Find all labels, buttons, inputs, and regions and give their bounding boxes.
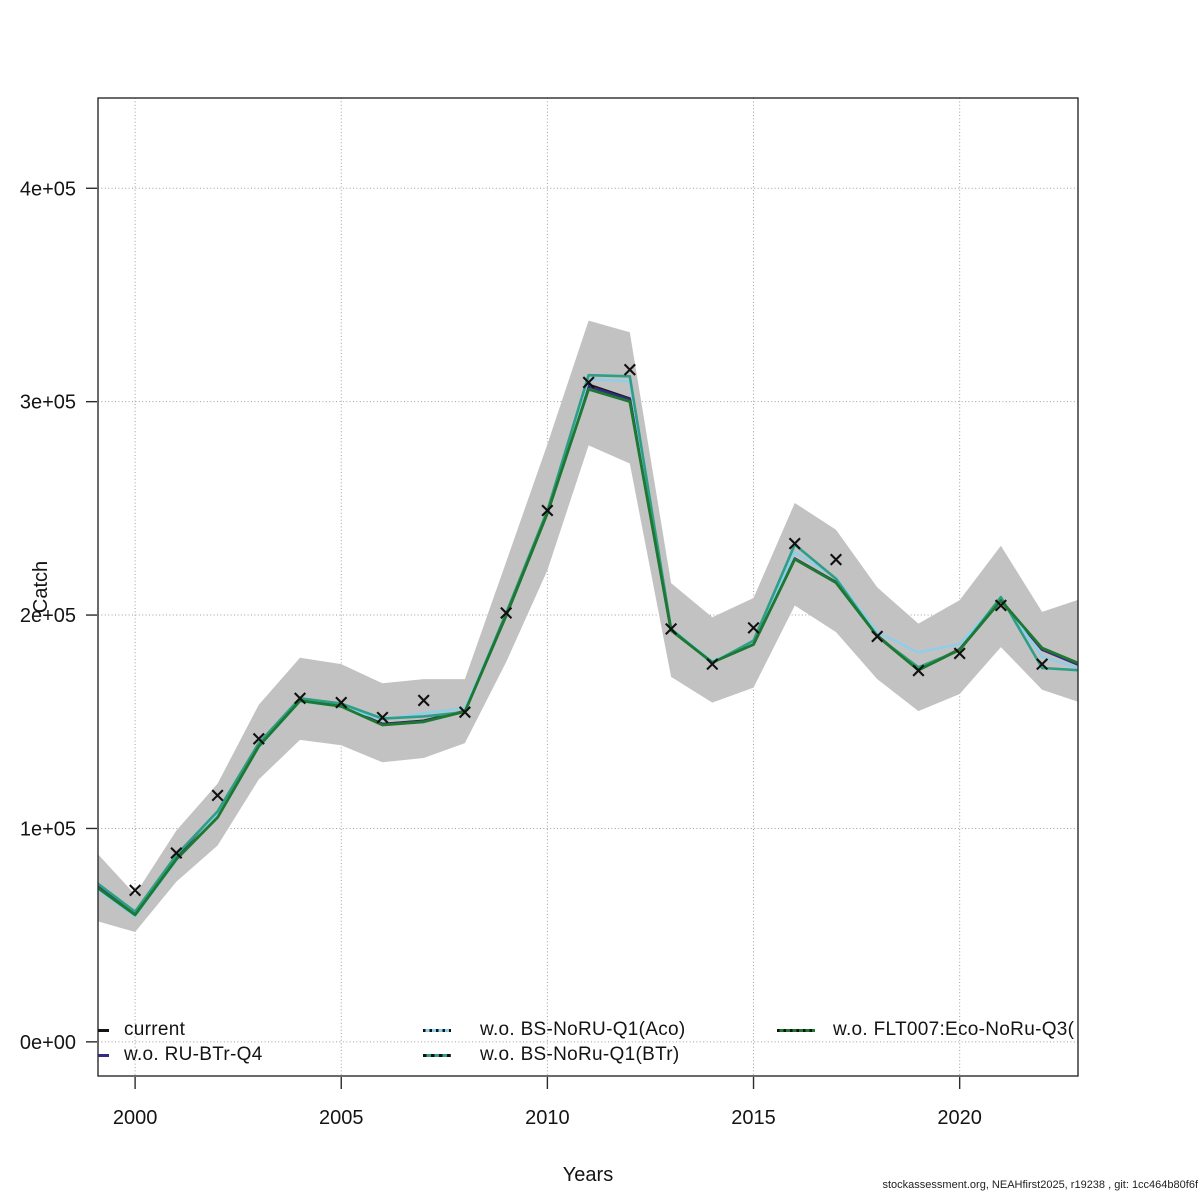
axis-ticks — [86, 187, 961, 1089]
y-axis-title: Catch — [30, 561, 52, 613]
legend-label-current: current — [124, 1019, 186, 1040]
observation-markers — [129, 363, 1078, 897]
x-tick-label: 2010 — [525, 1107, 570, 1129]
confidence-band — [98, 320, 1078, 932]
observation-marker — [994, 599, 1007, 612]
observation-marker — [665, 622, 678, 635]
y-tick-label: 3e+05 — [20, 392, 76, 414]
x-axis-title: Years — [563, 1164, 613, 1186]
gridlines — [98, 98, 1078, 1076]
legend-label-bs-noru-q1-btr: w.o. BS-NoRu-Q1(BTr) — [480, 1044, 680, 1065]
observation-marker — [788, 537, 801, 550]
observation-marker — [747, 621, 760, 634]
plot-border — [97, 97, 1079, 1077]
observation-marker — [582, 376, 595, 389]
footer-stamp: stockassessment.org, NEAHfirst2025, r192… — [882, 1179, 1199, 1191]
observation-marker — [953, 647, 966, 660]
observation-marker — [1077, 656, 1078, 668]
observation-marker — [129, 884, 142, 897]
x-tick-label: 2005 — [319, 1107, 364, 1129]
axis-tick-labels: 0e+00 1e+05 2e+05 3e+05 4e+05 2000 2005 2010 201… — [20, 178, 982, 1129]
observation-marker — [458, 706, 471, 719]
observation-marker — [706, 658, 719, 671]
legend-label-flt007: w.o. FLT007:Eco-NoRu-Q3( — [833, 1019, 1075, 1040]
observation-marker — [293, 692, 307, 705]
legend-swatch-bs-noru-q1-btr — [423, 1054, 451, 1057]
x-tick-label: 2015 — [731, 1107, 776, 1129]
x-tick-label: 2000 — [113, 1107, 158, 1129]
observation-marker — [417, 694, 430, 707]
y-tick-label: 4e+05 — [20, 178, 76, 200]
legend-label-ru-btr-q4: w.o. RU-BTr-Q4 — [124, 1044, 263, 1065]
observation-marker — [912, 664, 925, 677]
series-line-w-o-bs-noru-q1-aco- — [98, 378, 1078, 918]
legend-swatch-current — [98, 1029, 109, 1032]
legend-swatch-bs-noru-q1-aco — [423, 1029, 451, 1032]
observation-marker — [500, 606, 513, 619]
observation-marker — [252, 732, 265, 745]
y-tick-label: 2e+05 — [20, 605, 76, 627]
legend-label-bs-noru-q1-aco: w.o. BS-NoRU-Q1(Aco) — [480, 1019, 686, 1040]
observation-marker — [829, 553, 843, 566]
observation-marker — [376, 711, 389, 724]
observation-marker — [541, 504, 554, 517]
observation-marker — [623, 363, 636, 376]
observation-marker — [1036, 658, 1049, 671]
observation-marker — [871, 630, 884, 643]
y-tick-label: 1e+05 — [20, 818, 76, 840]
legend-swatch-ru-btr-q4 — [98, 1054, 109, 1057]
observation-marker — [211, 789, 224, 802]
legend-swatch-flt007 — [777, 1029, 815, 1032]
x-tick-label: 2020 — [937, 1107, 982, 1129]
confidence-band-polygon — [98, 320, 1078, 932]
observation-marker — [170, 846, 183, 860]
y-tick-label: 0e+00 — [20, 1032, 76, 1054]
observation-marker — [335, 696, 348, 709]
series-line-w-o-bs-noru-q1-btr- — [98, 373, 1078, 914]
